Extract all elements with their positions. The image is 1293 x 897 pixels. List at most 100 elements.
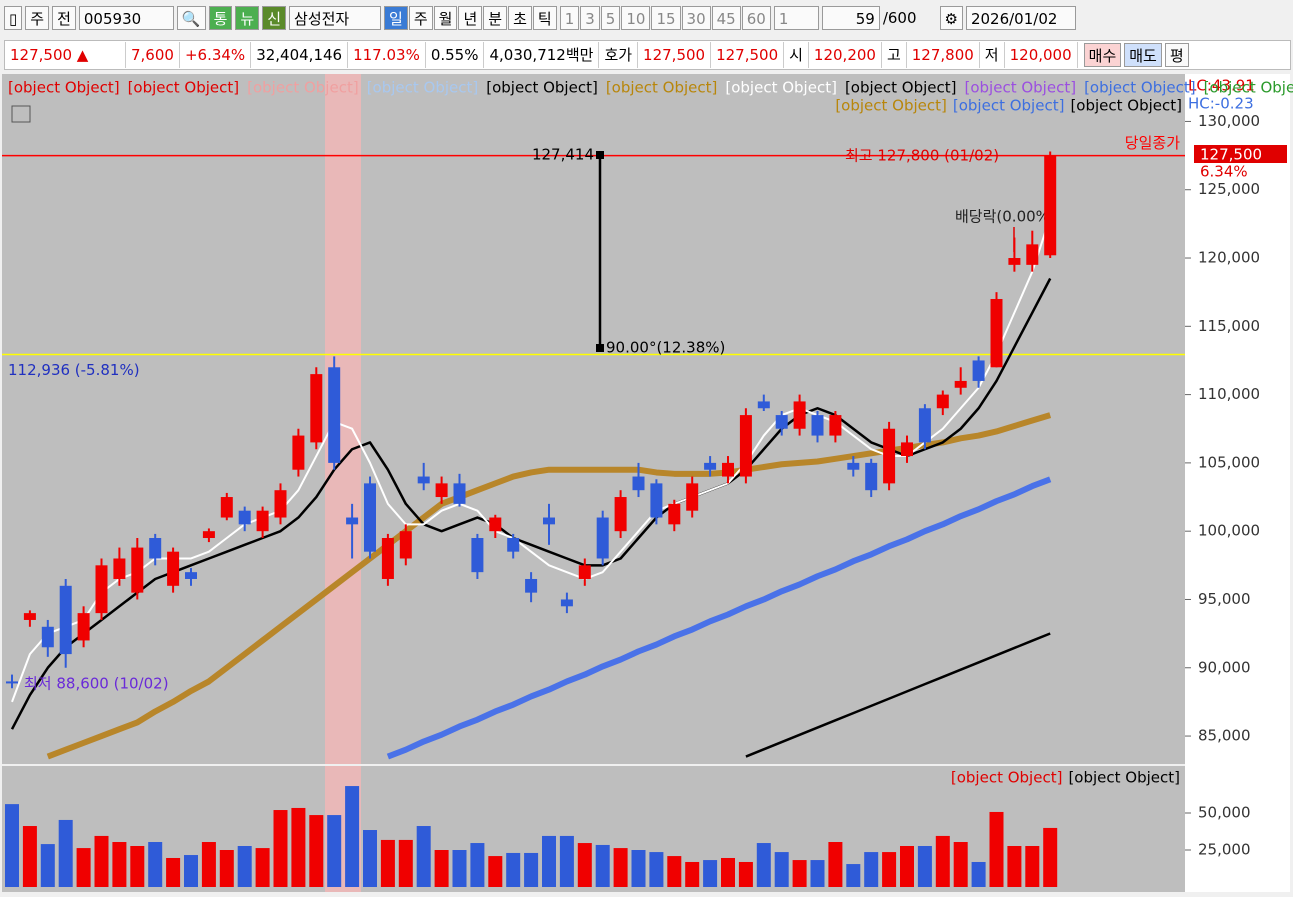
indicator-value: [object Object] — [965, 79, 1077, 97]
y-tick-label: 125,000 — [1198, 180, 1260, 198]
volume-bar — [219, 849, 234, 887]
indicator-value: [object Object] — [128, 79, 240, 97]
volume-bar — [703, 860, 718, 887]
y-tick-label: 95,000 — [1198, 590, 1251, 608]
minute[interactable]: 45 — [711, 6, 741, 30]
period[interactable]: 틱 — [532, 6, 557, 30]
low-label: 저 — [980, 42, 1005, 68]
hc: HC:-0.23 — [1188, 95, 1254, 113]
candle-body — [489, 517, 502, 532]
date[interactable]: 2026/01/02 — [965, 6, 1076, 30]
indicator-line — [11, 216, 1052, 703]
period[interactable]: 분 — [483, 6, 508, 30]
last-price: 127,500 — [1200, 146, 1262, 164]
volume-bar — [756, 843, 771, 887]
icon[interactable]: ▯ — [4, 6, 23, 30]
candle-body — [668, 503, 681, 525]
volume-bar — [595, 844, 610, 887]
candle-body — [954, 380, 967, 388]
minute[interactable]: 15 — [651, 6, 681, 30]
candle-body — [632, 476, 645, 491]
minute[interactable]: 10 — [621, 6, 651, 30]
candle-body — [543, 517, 555, 525]
candle-body — [847, 462, 860, 470]
ask-label: 호가 — [599, 42, 639, 68]
candle-body — [41, 626, 54, 648]
volume-bar — [738, 861, 753, 887]
candle-body — [399, 531, 412, 559]
minute[interactable]: 30 — [681, 6, 711, 30]
trend-handle — [596, 344, 604, 352]
highest: 최고 127,800 (01/02) — [845, 147, 999, 165]
candle-body — [417, 476, 430, 484]
indicator-value: [object Object] — [486, 79, 598, 97]
y-tick-label: 130,000 — [1198, 112, 1260, 130]
volume-bar — [846, 864, 861, 887]
period[interactable]: 월 — [433, 6, 458, 30]
candle-body — [202, 531, 215, 539]
candle-body — [149, 538, 162, 559]
high: 127,800 — [907, 42, 980, 68]
candle-body — [6, 681, 18, 684]
y-tick-label: 85,000 — [1198, 727, 1251, 745]
news[interactable]: 뉴 — [235, 6, 260, 30]
buy[interactable]: 매수 — [1083, 43, 1122, 67]
candle-body — [1044, 155, 1057, 256]
volume-bar — [363, 830, 377, 887]
volume: 32,404,146 — [251, 42, 349, 68]
search[interactable]: 🔍 — [176, 6, 206, 30]
minute[interactable]: 1 — [559, 6, 580, 30]
axis-panel — [1185, 74, 1290, 892]
period[interactable]: 일 — [384, 6, 408, 30]
candle-body — [883, 428, 896, 484]
minute[interactable]: 60 — [741, 6, 771, 30]
candle-body — [811, 415, 824, 436]
volume-bar — [613, 848, 628, 887]
period[interactable]: 년 — [458, 6, 483, 30]
volume-bar — [488, 856, 503, 887]
compare[interactable]: 전 — [52, 6, 76, 30]
candle-body — [793, 401, 806, 429]
volume-bar — [345, 786, 360, 887]
indicator-value: [object Object] — [606, 79, 718, 97]
change: 7,600 — [126, 42, 180, 68]
volume-bar — [989, 811, 1004, 887]
table-icon[interactable] — [11, 105, 31, 123]
y-tick-label: 90,000 — [1198, 658, 1251, 676]
candle-body — [59, 585, 72, 655]
credit[interactable]: 신 — [262, 6, 287, 30]
market[interactable]: 주 — [25, 6, 50, 30]
minute[interactable]: 5 — [600, 6, 621, 30]
tong[interactable]: 통 — [208, 6, 233, 30]
candle-body — [131, 547, 144, 593]
code[interactable]: 005930 — [78, 6, 174, 30]
candle-body — [614, 497, 627, 532]
indicator-value: [object Object] — [1084, 79, 1196, 97]
volume-bar — [1043, 827, 1058, 887]
avg[interactable]: 평 — [1164, 43, 1189, 67]
volume-bar — [1025, 846, 1040, 887]
volume-bar — [291, 807, 306, 887]
minute[interactable]: 3 — [580, 6, 600, 30]
volume-bar — [810, 860, 825, 887]
period[interactable]: 주 — [408, 6, 433, 30]
period[interactable]: 초 — [508, 6, 532, 30]
volume-panel — [2, 766, 1185, 892]
chart: 127,414 90.00°(12.38%) 최고 127,800 (01/02… — [2, 74, 1293, 892]
count[interactable]: 59 — [821, 6, 880, 30]
trend-start: 127,414 — [532, 146, 594, 164]
volume-bar — [917, 846, 932, 887]
bid: 127,500 — [711, 42, 785, 68]
volume-bar — [542, 835, 556, 887]
volume-bar — [130, 846, 145, 887]
candle-body — [256, 510, 269, 532]
sell[interactable]: 매도 — [1124, 43, 1162, 67]
y-tick-label: 110,000 — [1198, 385, 1260, 403]
tools[interactable]: ⚙ — [939, 6, 963, 30]
candle-body — [292, 435, 305, 470]
count-max: /600 — [882, 9, 917, 27]
volume-bar — [309, 815, 324, 887]
volume-bar — [935, 835, 950, 887]
multiplier[interactable]: 1 — [773, 6, 819, 30]
